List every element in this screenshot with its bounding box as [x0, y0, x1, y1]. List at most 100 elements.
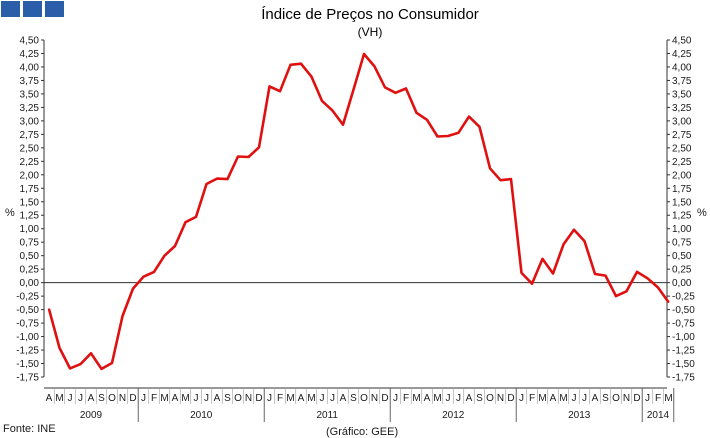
x-month-label: N: [119, 393, 126, 404]
y-tick-label-right: 1,50: [672, 197, 692, 208]
data-point: [625, 290, 628, 293]
x-month-label: A: [172, 393, 179, 404]
x-month-label: J: [267, 393, 272, 404]
x-month-label: N: [497, 393, 504, 404]
x-month-label: S: [98, 393, 105, 404]
y-tick-label-left: -1,75: [16, 373, 39, 384]
y-tick-label-right: -0,25: [672, 292, 695, 303]
data-point: [562, 243, 565, 246]
logo-square: [23, 1, 42, 17]
x-month-label: S: [476, 393, 483, 404]
x-month-label: J: [68, 393, 73, 404]
y-tick-label-left: 2,25: [20, 157, 40, 168]
x-month-label: F: [529, 393, 535, 404]
chart-subtitle: (VH): [358, 25, 383, 39]
data-point: [436, 135, 439, 138]
y-axis-unit-left: %: [5, 207, 15, 219]
x-month-label: N: [245, 393, 252, 404]
data-point: [342, 123, 344, 126]
y-tick-label-left: 2,75: [20, 130, 40, 141]
x-month-label: J: [572, 393, 577, 404]
data-point: [457, 131, 460, 134]
data-point: [237, 155, 239, 158]
y-tick-label-right: 2,00: [672, 170, 692, 181]
x-month-label: O: [486, 393, 494, 404]
y-tick-label-right: 0,75: [672, 238, 692, 249]
y-tick-label-right: 0,50: [672, 251, 692, 262]
y-tick-label-right: 1,75: [672, 184, 692, 195]
y-tick-label-right: 2,75: [672, 130, 692, 141]
x-month-label: M: [55, 393, 63, 404]
y-tick-label-right: -1,50: [672, 359, 695, 370]
data-point: [58, 347, 61, 349]
y-tick-label-left: 4,00: [20, 62, 40, 73]
x-month-label: F: [277, 393, 283, 404]
data-point: [184, 221, 187, 224]
data-point: [384, 86, 386, 89]
y-tick-label-left: -1,25: [16, 346, 39, 357]
data-point: [657, 286, 659, 289]
y-tick-label-left: 2,00: [20, 170, 40, 181]
x-month-label: J: [320, 393, 325, 404]
data-point: [111, 362, 113, 364]
x-month-label: J: [194, 393, 199, 404]
data-point: [279, 90, 281, 93]
x-month-label: S: [350, 393, 357, 404]
data-point: [352, 88, 355, 91]
y-tick-label-left: 0,00: [20, 278, 40, 289]
y-tick-label-left: 3,75: [20, 76, 40, 87]
x-month-label: D: [507, 393, 514, 404]
y-tick-label-left: 0,25: [20, 265, 40, 276]
x-month-label: M: [538, 393, 546, 404]
y-tick-label-left: 0,75: [20, 238, 40, 249]
data-point: [489, 167, 491, 170]
y-tick-label-left: 3,25: [20, 103, 40, 114]
y-tick-label-right: 4,00: [672, 62, 692, 73]
y-tick-label-right: 2,25: [672, 157, 692, 168]
y-axis-unit-right: %: [697, 207, 707, 219]
y-tick-label-right: 3,50: [672, 89, 692, 100]
data-point: [478, 125, 481, 128]
data-point: [594, 273, 596, 275]
x-month-label: F: [151, 393, 157, 404]
y-tick-label-right: -1,00: [672, 332, 695, 343]
data-point: [195, 216, 197, 218]
x-month-label: A: [550, 393, 557, 404]
x-year-label: 2011: [316, 410, 338, 421]
x-month-label: D: [129, 393, 136, 404]
x-year-label: 2014: [647, 410, 670, 421]
x-month-label: J: [582, 393, 587, 404]
data-point: [48, 308, 50, 310]
x-month-label: D: [381, 393, 388, 404]
x-year-label: 2013: [568, 410, 591, 421]
x-month-label: F: [655, 393, 661, 404]
data-point: [90, 352, 92, 355]
x-month-label: J: [204, 393, 209, 404]
x-month-label: O: [108, 393, 116, 404]
data-point: [163, 254, 166, 257]
y-tick-label-left: -1,00: [16, 332, 39, 343]
x-month-label: J: [141, 393, 146, 404]
y-tick-label-right: -0,75: [672, 319, 695, 330]
chart-credit: (Gráfico: GEE): [326, 426, 398, 438]
data-point: [447, 135, 449, 137]
y-tick-label-right: 0,00: [672, 278, 692, 289]
data-point: [394, 91, 397, 94]
data-point: [604, 274, 607, 277]
y-tick-label-right: -0,50: [672, 305, 695, 316]
data-point: [69, 367, 71, 370]
x-month-label: J: [446, 393, 451, 404]
x-month-label: J: [393, 393, 398, 404]
data-point: [363, 53, 365, 55]
data-point: [174, 245, 176, 247]
data-point: [216, 177, 218, 180]
y-tick-label-left: -1,50: [16, 359, 39, 370]
x-month-label: M: [181, 393, 189, 404]
data-point: [321, 100, 323, 102]
y-tick-label-right: 4,50: [672, 36, 692, 47]
x-month-label: M: [412, 393, 420, 404]
data-point: [100, 368, 103, 370]
data-point: [573, 228, 575, 231]
data-point: [268, 85, 271, 88]
y-tick-label-right: 3,75: [672, 76, 692, 87]
